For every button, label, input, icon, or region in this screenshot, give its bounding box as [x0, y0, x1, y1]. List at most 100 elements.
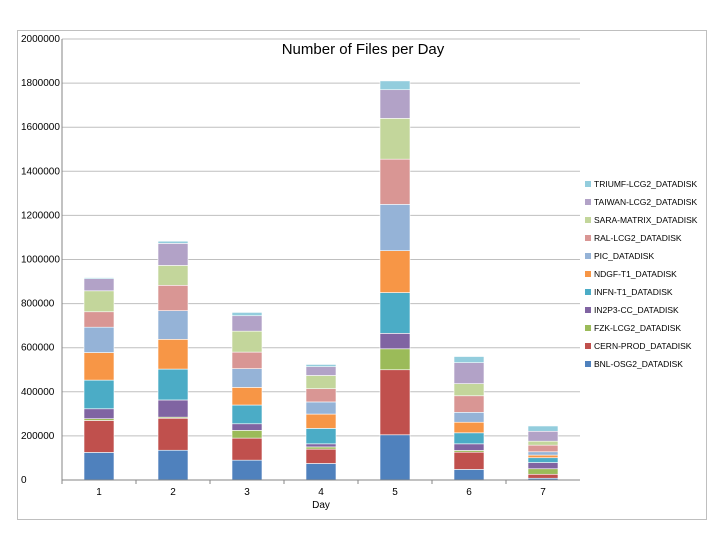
bar-segment: [231, 404, 263, 425]
bar-segment: [527, 430, 559, 442]
bar-segment: [157, 265, 189, 286]
legend-swatch: [585, 235, 591, 241]
bar-segment: [231, 315, 263, 332]
y-tick-label: 1600000: [21, 122, 60, 133]
bar-segment: [231, 430, 263, 439]
bar-segment: [453, 469, 485, 481]
legend: TRIUMF-LCG2_DATADISK TAIWAN-LCG2_DATADISK…: [585, 179, 698, 369]
y-tick-label: 1000000: [21, 255, 60, 266]
bar-segment: [231, 312, 263, 317]
y-tick-label: 1800000: [21, 78, 60, 89]
bar-segment: [527, 454, 559, 459]
bar-segment: [305, 364, 337, 367]
legend-swatch: [585, 217, 591, 223]
bar-segment: [527, 425, 559, 432]
bar-segment: [453, 443, 485, 451]
bar-segment: [157, 368, 189, 401]
x-tick-label: 7: [540, 487, 546, 498]
bar-segment: [83, 452, 115, 481]
y-tick-label: 200000: [21, 431, 55, 442]
legend-label: PIC_DATADISK: [594, 251, 654, 261]
gridlines: [62, 38, 580, 481]
bar-segment: [83, 290, 115, 313]
x-tick-label: 2: [170, 487, 176, 498]
legend-swatch: [585, 289, 591, 295]
bar-segment: [379, 118, 411, 160]
legend-label: INFN-T1_DATADISK: [594, 287, 673, 297]
legend-swatch: [585, 181, 591, 187]
legend-swatch: [585, 361, 591, 367]
legend-label: FZK-LCG2_DATADISK: [594, 323, 681, 333]
bar-segment: [157, 339, 189, 370]
bar-segment: [379, 80, 411, 91]
bar-segment: [231, 351, 263, 369]
chart-title: Number of Files per Day: [282, 41, 445, 58]
bar-segment: [379, 434, 411, 481]
bar-segment: [527, 444, 559, 453]
bar-segment: [305, 446, 337, 450]
bar-segment: [231, 459, 263, 481]
bar-segment: [305, 401, 337, 415]
x-tick-label: 3: [244, 487, 250, 498]
axes: 0 200000 400000 600000 800000 1000000 1200000 1…: [21, 34, 580, 498]
legend-swatch: [585, 343, 591, 349]
legend-swatch: [585, 271, 591, 277]
bar-segment: [305, 463, 337, 481]
bar-segment: [231, 368, 263, 388]
bar-segment: [453, 362, 485, 384]
x-tick-label: 4: [318, 487, 324, 498]
x-tick-label: 1: [96, 487, 102, 498]
legend-label: SARA-MATRIX_DATADISK: [594, 215, 698, 225]
legend-swatch: [585, 253, 591, 259]
bar-segment: [83, 277, 115, 279]
bar-segment: [83, 408, 115, 420]
bar-segment: [453, 451, 485, 470]
bar-segment: [527, 468, 559, 475]
legend-swatch: [585, 307, 591, 313]
bar-segment: [305, 375, 337, 390]
bar-segment: [83, 311, 115, 328]
legend-label: CERN-PROD_DATADISK: [594, 341, 692, 351]
bar-segment: [157, 310, 189, 340]
bar-segment: [527, 457, 559, 463]
bar-segment: [157, 417, 189, 451]
bars: [83, 80, 559, 481]
bar-segment: [453, 383, 485, 397]
bar-segment: [379, 348, 411, 371]
bar-segment: [453, 395, 485, 413]
bar-segment: [305, 443, 337, 448]
bar-segment: [83, 278, 115, 292]
bar-segment: [231, 437, 263, 461]
bar-segment: [157, 284, 189, 311]
bar-segment: [453, 421, 485, 434]
bar-segment: [305, 448, 337, 464]
stacked-bar-chart: 0 200000 400000 600000 800000 1000000 1200000 1…: [21, 34, 698, 511]
bar-segment: [453, 412, 485, 423]
bar-segment: [527, 440, 559, 446]
bar-segment: [83, 352, 115, 381]
bar-segment: [379, 89, 411, 119]
chart-frame: 0 200000 400000 600000 800000 1000000 1200000 1…: [17, 30, 707, 520]
legend-label: BNL-OSG2_DATADISK: [594, 359, 683, 369]
bar-segment: [527, 451, 559, 456]
y-tick-label: 1400000: [21, 166, 60, 177]
bar-segment: [157, 240, 189, 244]
y-tick-label: 1200000: [21, 210, 60, 221]
bar-segment: [379, 204, 411, 251]
bar-segment: [83, 420, 115, 453]
legend-label: NDGF-T1_DATADISK: [594, 269, 677, 279]
bar-segment: [305, 388, 337, 403]
x-tick-label: 5: [392, 487, 398, 498]
bar-segment: [305, 366, 337, 376]
bar-segment: [527, 462, 559, 470]
y-tick-label: 0: [21, 475, 27, 486]
y-tick-label: 800000: [21, 299, 55, 310]
bar-segment: [231, 423, 263, 431]
legend-label: RAL-LCG2_DATADISK: [594, 233, 682, 243]
bar-segment: [453, 432, 485, 445]
bar-segment: [231, 330, 263, 353]
x-axis-title: Day: [312, 500, 330, 511]
y-tick-label: 600000: [21, 343, 55, 354]
y-tick-label: 2000000: [21, 34, 60, 45]
legend-label: TAIWAN-LCG2_DATADISK: [594, 197, 697, 207]
